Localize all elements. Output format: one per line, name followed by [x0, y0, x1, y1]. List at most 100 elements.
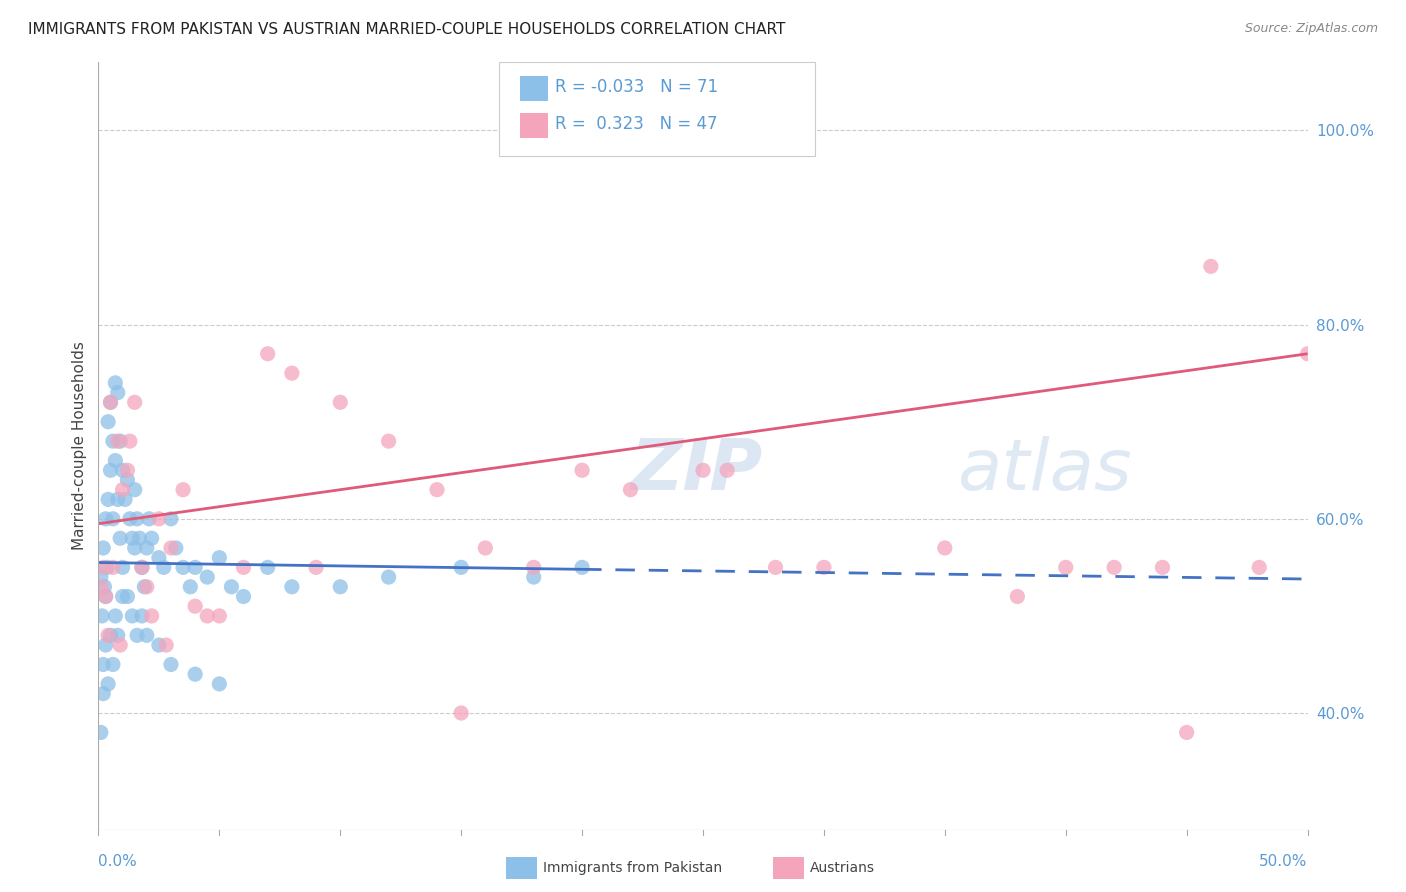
- Point: [107, 385, 129, 400]
- Point: [94, 590, 117, 604]
- Point: [1007, 590, 1029, 604]
- Point: [377, 434, 399, 449]
- Point: [138, 512, 160, 526]
- Point: [91, 657, 114, 672]
- Point: [426, 483, 449, 497]
- Text: Austrians: Austrians: [810, 861, 875, 875]
- Text: 0.0%: 0.0%: [98, 854, 138, 869]
- Point: [108, 638, 131, 652]
- Point: [813, 560, 835, 574]
- Point: [90, 570, 112, 584]
- Point: [101, 512, 124, 526]
- Point: [148, 550, 170, 565]
- Point: [94, 638, 117, 652]
- Point: [124, 541, 146, 555]
- Point: [127, 628, 149, 642]
- Point: [141, 531, 163, 545]
- Point: [127, 512, 149, 526]
- Point: [377, 570, 399, 584]
- Point: [135, 628, 157, 642]
- Point: [101, 560, 124, 574]
- Point: [107, 492, 129, 507]
- Point: [97, 677, 120, 691]
- Point: [208, 609, 231, 624]
- Point: [118, 512, 141, 526]
- Point: [90, 725, 112, 739]
- Point: [184, 667, 207, 681]
- Point: [450, 560, 472, 574]
- Point: [91, 609, 114, 624]
- Text: R = -0.033   N = 71: R = -0.033 N = 71: [555, 78, 718, 95]
- Point: [221, 580, 243, 594]
- Point: [104, 453, 127, 467]
- Point: [256, 347, 278, 361]
- Point: [523, 560, 546, 574]
- Point: [571, 463, 593, 477]
- Point: [100, 395, 122, 409]
- Point: [172, 560, 194, 574]
- Point: [716, 463, 738, 477]
- Point: [474, 541, 496, 555]
- Point: [155, 638, 177, 652]
- Point: [97, 492, 120, 507]
- Point: [148, 638, 170, 652]
- Point: [104, 609, 127, 624]
- Point: [135, 541, 157, 555]
- Point: [160, 512, 183, 526]
- Point: [1102, 560, 1125, 574]
- Point: [111, 463, 134, 477]
- Point: [131, 609, 153, 624]
- Point: [1054, 560, 1077, 574]
- Text: ZIP: ZIP: [630, 436, 762, 505]
- Point: [128, 531, 150, 545]
- Point: [94, 590, 117, 604]
- Point: [208, 550, 231, 565]
- Point: [121, 609, 143, 624]
- Point: [208, 677, 231, 691]
- Point: [90, 580, 112, 594]
- Point: [117, 590, 139, 604]
- Point: [141, 609, 163, 624]
- Point: [107, 628, 129, 642]
- Point: [281, 366, 304, 380]
- Point: [152, 560, 174, 574]
- Point: [108, 434, 131, 449]
- Point: [184, 599, 207, 614]
- Point: [619, 483, 641, 497]
- Point: [100, 463, 122, 477]
- Point: [124, 483, 146, 497]
- Point: [450, 706, 472, 720]
- Point: [117, 463, 139, 477]
- Point: [108, 531, 131, 545]
- Point: [1249, 560, 1271, 574]
- Point: [1296, 347, 1319, 361]
- Point: [134, 580, 156, 594]
- Point: [104, 376, 127, 390]
- Point: [111, 590, 134, 604]
- Point: [91, 541, 114, 555]
- Point: [111, 560, 134, 574]
- Point: [195, 570, 218, 584]
- Point: [93, 580, 115, 594]
- Text: IMMIGRANTS FROM PAKISTAN VS AUSTRIAN MARRIED-COUPLE HOUSEHOLDS CORRELATION CHART: IMMIGRANTS FROM PAKISTAN VS AUSTRIAN MAR…: [28, 22, 786, 37]
- Point: [232, 590, 254, 604]
- Point: [184, 560, 207, 574]
- Point: [148, 512, 170, 526]
- Point: [934, 541, 956, 555]
- Y-axis label: Married-couple Households: Married-couple Households: [72, 342, 87, 550]
- Point: [94, 512, 117, 526]
- Point: [96, 560, 118, 574]
- Point: [765, 560, 787, 574]
- Point: [256, 560, 278, 574]
- Point: [100, 395, 122, 409]
- Point: [1199, 260, 1222, 274]
- Point: [121, 531, 143, 545]
- Point: [1152, 560, 1174, 574]
- Text: R =  0.323   N = 47: R = 0.323 N = 47: [555, 115, 718, 133]
- Point: [91, 560, 114, 574]
- Point: [124, 395, 146, 409]
- Text: Source: ZipAtlas.com: Source: ZipAtlas.com: [1244, 22, 1378, 36]
- Text: atlas: atlas: [957, 436, 1132, 505]
- Point: [97, 628, 120, 642]
- Point: [195, 609, 218, 624]
